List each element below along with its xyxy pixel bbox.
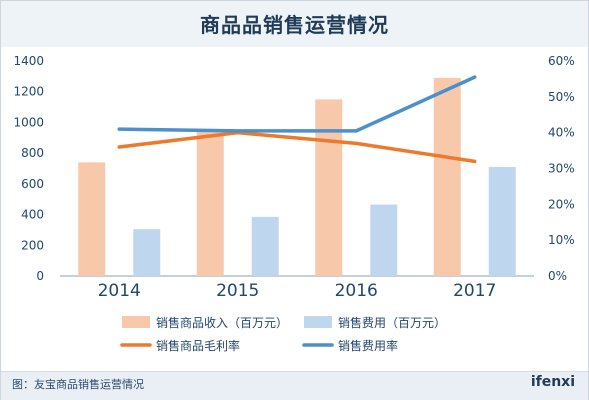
right-tick-label: 30% bbox=[548, 162, 575, 176]
title-band bbox=[1, 1, 588, 47]
left-tick-label: 1000 bbox=[13, 115, 44, 129]
right-tick-label: 20% bbox=[548, 197, 575, 211]
legend-label: 销售商品毛利率 bbox=[156, 338, 240, 353]
left-tick-label: 1400 bbox=[13, 54, 44, 68]
caption-band bbox=[1, 371, 588, 400]
expense-bar bbox=[251, 216, 279, 276]
expense-bar bbox=[370, 204, 398, 276]
left-tick-label: 600 bbox=[21, 177, 44, 191]
legend: 销售商品收入（百万元） 销售费用（百万元） 销售商品毛利率 销售费用率 bbox=[120, 315, 446, 353]
chart-title: 商品品销售运营情况 bbox=[200, 13, 389, 37]
revenue-bar bbox=[196, 131, 224, 276]
lines-group bbox=[117, 75, 477, 164]
x-tick-label: 2014 bbox=[98, 281, 141, 301]
left-tick-label: 0 bbox=[36, 269, 44, 283]
right-tick-label: 50% bbox=[548, 90, 575, 104]
ifenxi-logo: ifenxi bbox=[530, 374, 575, 390]
left-tick-label: 200 bbox=[21, 238, 44, 252]
right-axis-ticks: 0% 10% 20% 30% 40% 50% 60% bbox=[548, 54, 575, 283]
left-tick-label: 800 bbox=[21, 146, 44, 160]
right-tick-label: 60% bbox=[548, 54, 575, 68]
left-tick-label: 400 bbox=[21, 208, 44, 222]
expense-bar bbox=[133, 229, 161, 276]
legend-swatch bbox=[122, 316, 150, 328]
revenue-bar bbox=[315, 99, 343, 277]
x-tick-label: 2017 bbox=[453, 281, 496, 301]
left-tick-label: 1200 bbox=[13, 85, 44, 99]
x-tick-label: 2016 bbox=[335, 281, 378, 301]
legend-label: 销售费用率 bbox=[338, 338, 398, 353]
x-axis-ticks: 2014 2015 2016 2017 bbox=[98, 281, 497, 301]
right-tick-label: 40% bbox=[548, 126, 575, 140]
bars-group bbox=[78, 77, 516, 277]
legend-label: 销售费用（百万元） bbox=[338, 315, 446, 330]
right-tick-label: 0% bbox=[548, 269, 567, 283]
margin-rate-line bbox=[117, 130, 477, 164]
legend-swatch bbox=[304, 316, 332, 328]
left-axis-ticks: 0 200 400 600 800 1000 1200 1400 bbox=[13, 54, 44, 283]
revenue-bar bbox=[78, 162, 106, 276]
revenue-bar bbox=[433, 77, 461, 277]
x-tick-label: 2015 bbox=[216, 281, 259, 301]
expense-bar bbox=[488, 166, 516, 276]
right-tick-label: 10% bbox=[548, 233, 575, 247]
expense-rate-line bbox=[117, 75, 477, 133]
legend-label: 销售商品收入（百万元） bbox=[156, 315, 288, 330]
figure-caption: 图：友宝商品销售运营情况 bbox=[12, 378, 144, 391]
